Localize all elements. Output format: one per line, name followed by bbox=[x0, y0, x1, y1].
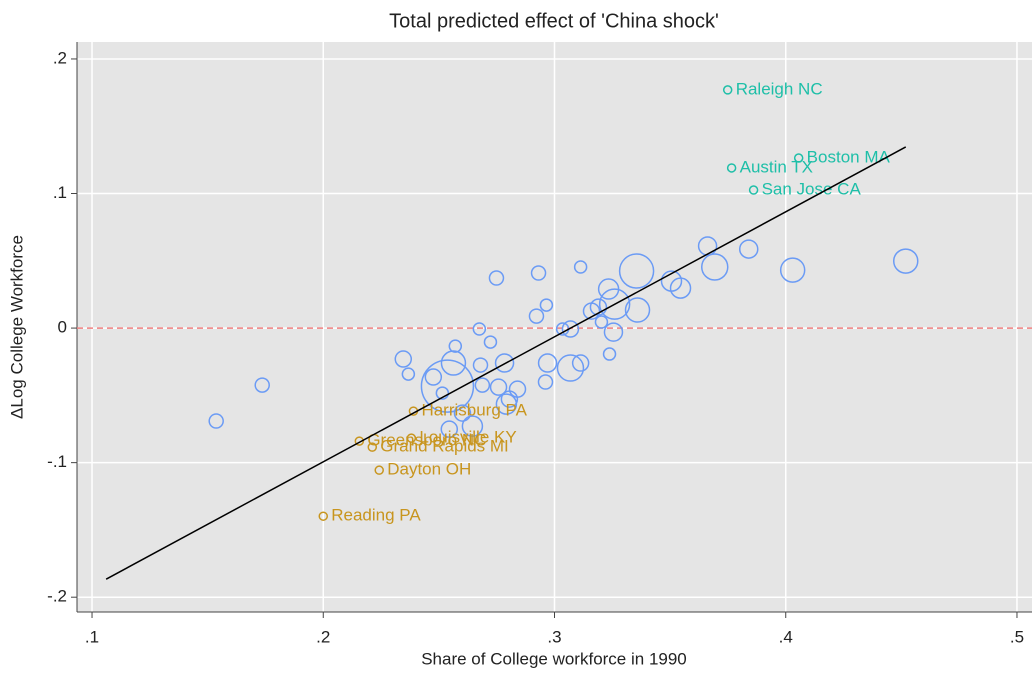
bubble bbox=[573, 260, 588, 274]
x-tick-label: .4 bbox=[779, 627, 793, 646]
y-axis-label: ΔLog College Workforce bbox=[7, 235, 26, 419]
bubble bbox=[401, 367, 416, 381]
bubble bbox=[602, 347, 617, 361]
bubble bbox=[624, 297, 651, 323]
x-tick-label: .1 bbox=[85, 627, 99, 646]
bubble bbox=[700, 253, 729, 281]
point-label: Reading PA bbox=[331, 506, 421, 525]
bubble bbox=[571, 354, 590, 372]
point bbox=[406, 433, 417, 443]
bubble bbox=[892, 248, 919, 274]
bubble bbox=[528, 308, 545, 324]
point-label: Grand Rapids MI bbox=[380, 437, 509, 456]
bubble bbox=[508, 380, 527, 398]
point bbox=[374, 465, 384, 475]
bubble bbox=[589, 298, 608, 316]
bubble bbox=[594, 315, 609, 329]
bubble bbox=[489, 378, 508, 396]
point-label: San Jose CA bbox=[762, 180, 862, 199]
bubble bbox=[530, 265, 547, 281]
bubble bbox=[537, 353, 558, 373]
bubble bbox=[603, 322, 624, 342]
bubble bbox=[424, 368, 443, 386]
bubble bbox=[420, 359, 475, 413]
point-label: Harrisburg PA bbox=[421, 401, 527, 420]
x-tick-label: .5 bbox=[1010, 627, 1024, 646]
bubble bbox=[474, 377, 491, 393]
x-axis-label: Share of College workforce in 1990 bbox=[421, 649, 687, 668]
bubble bbox=[472, 322, 487, 336]
point-label: Raleigh NC bbox=[736, 79, 823, 98]
point bbox=[722, 85, 733, 95]
bubble bbox=[697, 236, 718, 256]
point bbox=[367, 442, 378, 452]
fit-line bbox=[105, 146, 907, 580]
y-tick-label: -.2 bbox=[47, 587, 67, 606]
bubble bbox=[494, 353, 515, 373]
point-label: Louisville KY bbox=[419, 428, 516, 447]
y-tick-label: -.1 bbox=[47, 452, 67, 471]
bubble bbox=[448, 339, 463, 353]
bubble bbox=[208, 413, 224, 429]
bubble bbox=[483, 335, 498, 349]
bubble bbox=[488, 270, 505, 286]
bubble bbox=[561, 320, 580, 338]
bubble bbox=[394, 350, 413, 368]
y-tick-label: 0 bbox=[58, 318, 67, 337]
bubble bbox=[537, 374, 554, 390]
bubble bbox=[461, 415, 484, 437]
bubble bbox=[779, 257, 806, 283]
bubble bbox=[669, 277, 692, 299]
bubble bbox=[254, 377, 270, 393]
bubble bbox=[435, 386, 450, 400]
point-label: Austin TX bbox=[740, 157, 813, 176]
point bbox=[793, 153, 804, 163]
point bbox=[354, 436, 365, 446]
x-tick-label: .2 bbox=[316, 627, 330, 646]
point bbox=[318, 511, 329, 521]
bubble bbox=[738, 239, 759, 259]
bubble bbox=[472, 357, 489, 373]
bubble bbox=[539, 298, 554, 312]
y-tick-label: .1 bbox=[53, 183, 67, 202]
bubble bbox=[440, 420, 459, 438]
y-tick-label: .2 bbox=[53, 48, 67, 67]
point-label: Dayton OH bbox=[387, 460, 471, 479]
x-tick-label: .3 bbox=[547, 627, 561, 646]
point bbox=[726, 163, 737, 173]
point bbox=[748, 185, 759, 195]
point-label: Greensboro NC bbox=[367, 431, 486, 450]
bubble bbox=[618, 253, 655, 289]
bubble bbox=[556, 354, 585, 382]
chart-title: Total predicted effect of 'China shock' bbox=[389, 10, 719, 32]
bubble bbox=[598, 288, 631, 320]
point-label: Boston MA bbox=[807, 147, 891, 166]
bubble bbox=[453, 404, 472, 422]
